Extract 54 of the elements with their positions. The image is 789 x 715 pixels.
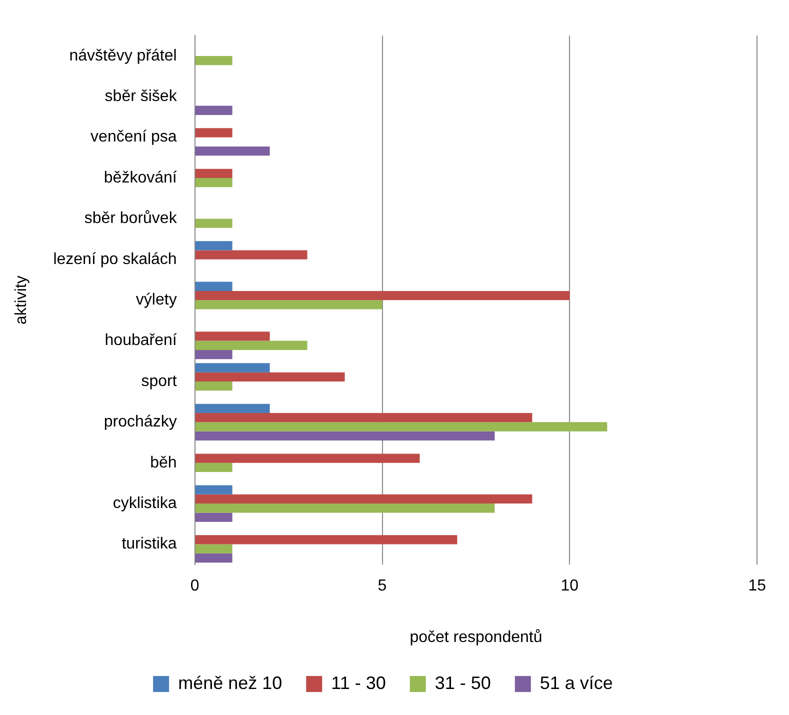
bar bbox=[195, 363, 270, 372]
bar bbox=[195, 340, 308, 350]
bar bbox=[195, 404, 270, 414]
bar bbox=[195, 218, 232, 228]
bar bbox=[195, 462, 232, 472]
y-tick-label: sběr šišek bbox=[104, 88, 178, 106]
bar bbox=[195, 168, 232, 178]
y-tick-label: běh bbox=[150, 454, 177, 472]
bar bbox=[195, 282, 232, 291]
y-axis-title: aktivity bbox=[13, 276, 30, 325]
y-tick-label: turistika bbox=[122, 536, 177, 553]
legend-label: 51 a více bbox=[540, 672, 613, 693]
legend-label: 31 - 50 bbox=[434, 672, 491, 693]
bar bbox=[195, 553, 232, 563]
legend-label: 11 - 30 bbox=[331, 672, 386, 693]
bar bbox=[195, 106, 232, 115]
bar bbox=[195, 250, 308, 260]
bar bbox=[195, 350, 232, 360]
bar bbox=[195, 128, 232, 138]
x-tick-label: 5 bbox=[378, 578, 387, 595]
bar bbox=[195, 381, 232, 391]
y-tick-label: výlety bbox=[136, 292, 177, 309]
y-tick-label: venčení psa bbox=[90, 128, 177, 146]
y-tick-label: houbaření bbox=[104, 332, 178, 350]
bar bbox=[195, 332, 270, 341]
y-tick-label: cyklistika bbox=[112, 494, 177, 512]
bar bbox=[195, 241, 232, 250]
bar bbox=[195, 372, 345, 382]
legend-label: méně než 10 bbox=[178, 672, 282, 693]
bar bbox=[195, 300, 382, 310]
bar bbox=[195, 544, 232, 554]
bar bbox=[195, 454, 420, 463]
bar bbox=[195, 535, 458, 544]
x-axis-title: počet respondentů bbox=[410, 628, 542, 646]
bar bbox=[195, 422, 608, 432]
bar bbox=[195, 413, 532, 422]
bar bbox=[195, 494, 532, 504]
y-tick-label: návštěvy přátel bbox=[69, 47, 177, 64]
bar bbox=[195, 485, 232, 494]
bar bbox=[195, 512, 232, 522]
y-tick-label: lezení po skalách bbox=[53, 250, 177, 268]
y-tick-label: sběr borůvek bbox=[84, 210, 178, 228]
bar bbox=[195, 290, 570, 300]
x-tick-label: 10 bbox=[560, 578, 579, 595]
y-tick-label: sport bbox=[141, 372, 178, 390]
y-tick-label: procházky bbox=[104, 414, 177, 431]
x-tick-label: 15 bbox=[748, 578, 766, 595]
bar bbox=[195, 56, 232, 66]
x-tick-label: 0 bbox=[190, 578, 200, 595]
y-tick-label: běžkování bbox=[104, 169, 178, 186]
bar bbox=[195, 146, 270, 156]
bar bbox=[195, 431, 495, 440]
bar bbox=[195, 178, 232, 188]
bar bbox=[195, 504, 495, 513]
